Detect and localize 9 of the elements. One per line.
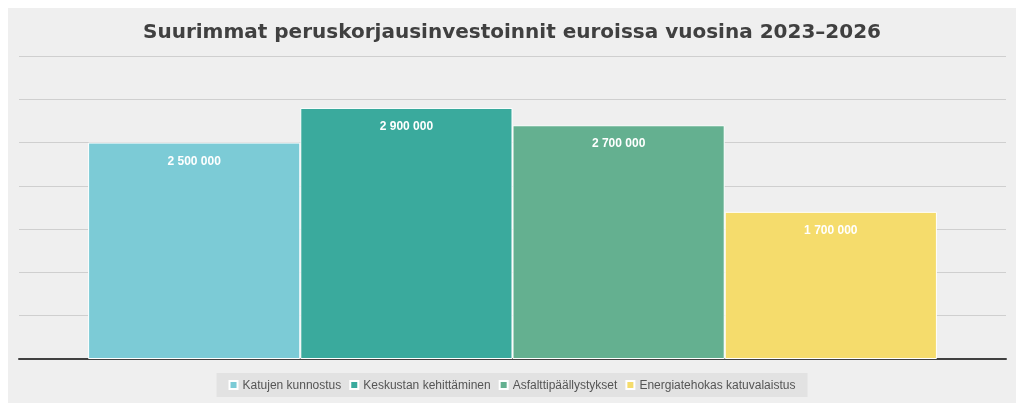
data-label: 1 700 000 bbox=[804, 222, 858, 237]
legend-label: Asfalttipäällystykset bbox=[512, 378, 619, 392]
data-label: 2 700 000 bbox=[591, 136, 646, 151]
data-label: 2 500 000 bbox=[167, 153, 222, 168]
chart-title: Suurimmat peruskorjausinvestoinnit euroissa vuosina 2023–2026 bbox=[143, 19, 881, 43]
legend-label: Energiatehokas katuvalaistus bbox=[639, 378, 796, 392]
legend-label: Katujen kunnostus bbox=[242, 378, 342, 392]
data-label: 2 900 000 bbox=[379, 118, 434, 133]
legend-label: Keskustan kehittäminen bbox=[363, 378, 491, 392]
